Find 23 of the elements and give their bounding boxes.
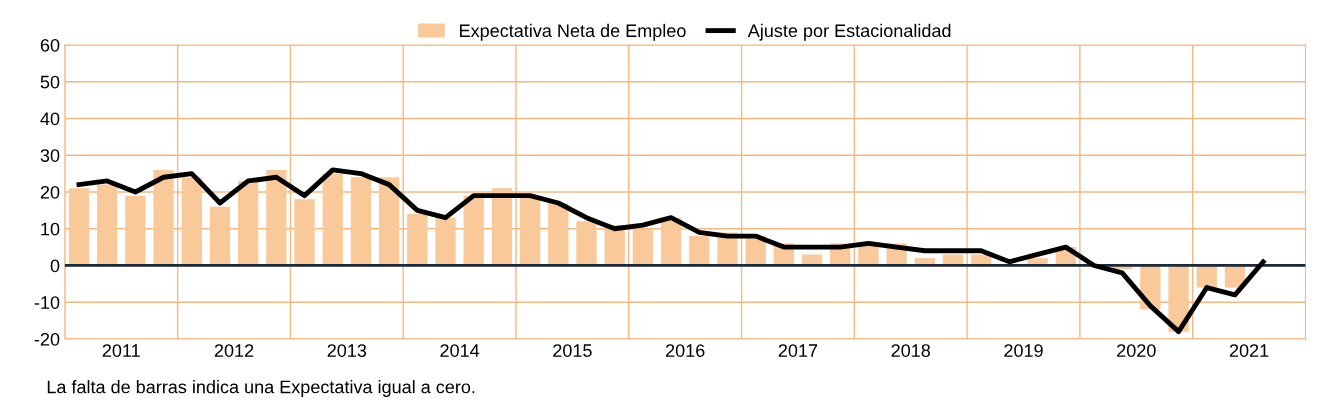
legend-label: Ajuste por Estacionalidad bbox=[747, 23, 951, 41]
legend-label: Expectativa Neta de Empleo bbox=[460, 23, 686, 41]
text: La falta de barras indica una Expectativa igual a cero. bbox=[47, 380, 475, 397]
x-tick-label: 2012 bbox=[214, 344, 254, 357]
x-tick-label: 2014 bbox=[440, 344, 480, 357]
x-tick-label: 2020 bbox=[1117, 344, 1156, 357]
x-tick-label: 2015 bbox=[553, 344, 592, 357]
y-tick-label: -10 bbox=[34, 296, 60, 309]
x-tick-label: 2021 bbox=[1229, 344, 1269, 357]
y-tick-label: 40 bbox=[40, 112, 60, 126]
x-tick-label: 2011 bbox=[102, 344, 140, 357]
x-tick-label: 2013 bbox=[327, 344, 367, 357]
y-tick-label: -20 bbox=[34, 332, 60, 346]
y-tick-label: 50 bbox=[40, 75, 60, 89]
y-tick-label: 20 bbox=[40, 185, 60, 199]
y-tick-label: 60 bbox=[40, 38, 60, 52]
x-tick-label: 2018 bbox=[891, 344, 931, 357]
y-tick-label: 0 bbox=[50, 259, 60, 273]
x-tick-label: 2016 bbox=[666, 344, 705, 357]
y-tick-label: 10 bbox=[41, 222, 60, 236]
x-tick-label: 2019 bbox=[1004, 344, 1043, 357]
x-tick-label: 2017 bbox=[778, 344, 818, 357]
y-tick-label: 30 bbox=[40, 149, 60, 162]
